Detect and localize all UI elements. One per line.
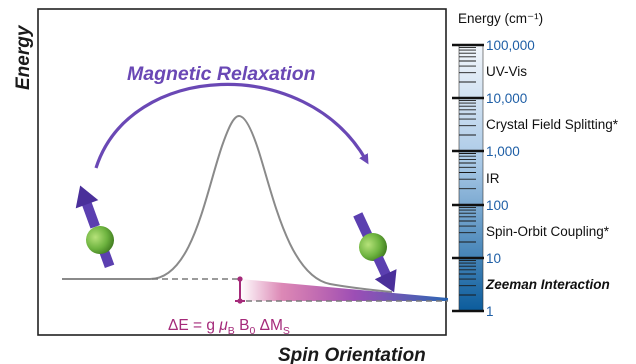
energy-scale-bar [458, 44, 484, 312]
region-label-spin-orbit: Spin-Orbit Coupling* [486, 224, 610, 239]
process-label: Magnetic Relaxation [127, 63, 316, 85]
spin-down-icon [353, 212, 397, 293]
tick-label-1000: 1,000 [486, 144, 520, 159]
zeeman-equation: ΔE = g μB B0 ΔMS [168, 317, 290, 337]
x-axis-label: Spin Orientation [278, 345, 426, 364]
diagram-frame [37, 8, 447, 336]
tick-label-100: 100 [486, 198, 509, 213]
y-axis-label: Energy [13, 24, 34, 90]
energy-barrier-curve [62, 114, 393, 293]
region-label-zeeman: Zeeman Interaction [485, 277, 610, 292]
region-label-ir: IR [486, 171, 500, 186]
energy-scale-major-ticks [452, 43, 484, 313]
energy-gap-wedge [240, 279, 448, 301]
tick-label-10000: 10,000 [486, 91, 527, 106]
spin-up-icon [75, 185, 115, 269]
energy-scale-title: Energy (cm⁻¹) [458, 11, 543, 26]
delta-e-marker [235, 276, 245, 304]
tick-label-100000: 100,000 [486, 38, 535, 53]
region-label-uv-vis: UV-Vis [486, 64, 527, 79]
region-label-crystal-field: Crystal Field Splitting* [486, 117, 619, 132]
relaxation-arrow [94, 82, 369, 169]
tick-label-10: 10 [486, 251, 501, 266]
tick-label-1: 1 [486, 304, 494, 319]
energy-scale-minor-ticks [459, 46, 476, 296]
